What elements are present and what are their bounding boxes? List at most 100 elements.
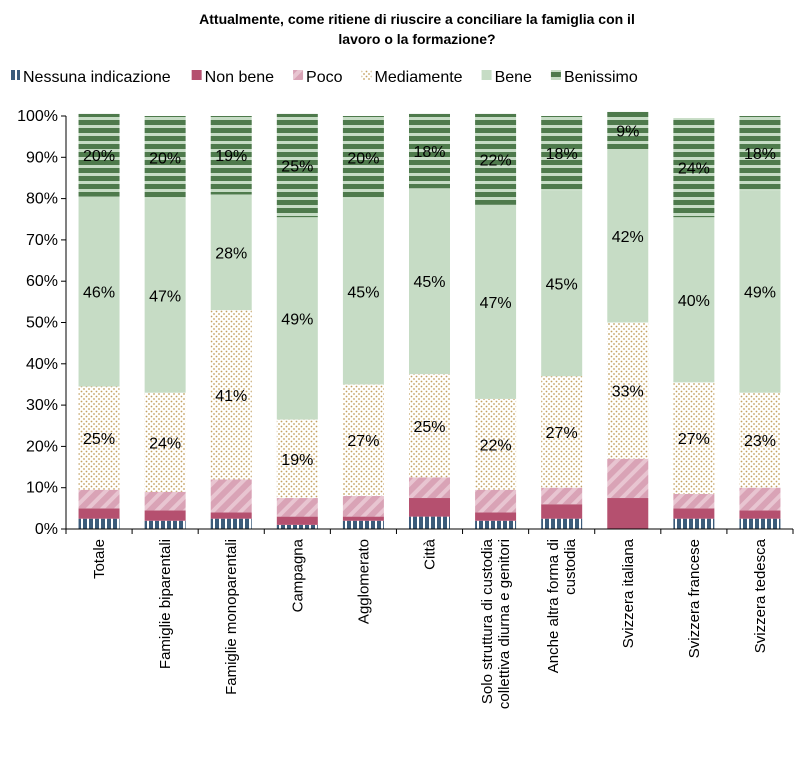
data-label: 27% bbox=[546, 425, 578, 442]
bar-segment bbox=[210, 518, 252, 529]
bar-segment bbox=[276, 498, 318, 517]
bar-segment bbox=[78, 386, 120, 490]
chart-title-line-2: lavoro o la formazione? bbox=[338, 31, 495, 47]
bar-segment bbox=[409, 477, 450, 499]
bar-segment bbox=[739, 190, 781, 393]
data-label: 19% bbox=[281, 452, 313, 469]
bar-segment bbox=[607, 322, 649, 459]
data-label: 47% bbox=[480, 295, 512, 312]
data-label: 19% bbox=[215, 148, 247, 165]
y-tick-label: 30% bbox=[26, 397, 58, 414]
data-label: 24% bbox=[678, 161, 710, 178]
data-label: 18% bbox=[744, 146, 776, 163]
bar-stacks bbox=[78, 111, 781, 529]
legend-swatch bbox=[10, 70, 20, 80]
bar-segment bbox=[144, 392, 186, 492]
bar-segment bbox=[673, 382, 715, 494]
bar-segment bbox=[739, 487, 781, 511]
bar-segment bbox=[541, 504, 583, 519]
bar-segment bbox=[739, 392, 781, 488]
bar-segment bbox=[409, 188, 450, 375]
bar-segment bbox=[276, 217, 318, 420]
bar-segment bbox=[673, 217, 715, 383]
data-label: 24% bbox=[149, 435, 181, 452]
bar-segment bbox=[342, 495, 384, 517]
axes bbox=[65, 116, 794, 534]
chart-title: Attualmente, come ritiene di riuscire a … bbox=[199, 11, 635, 47]
x-category-label: Città bbox=[422, 538, 439, 570]
bar-segment bbox=[409, 516, 450, 529]
x-category-label: Solo struttura di custodiacollettiva diu… bbox=[479, 538, 513, 709]
data-labels: 25% 46% 20% 24% 47% 20% 41% 28% 19% 19% 49% 25% 27% 4… bbox=[83, 123, 776, 468]
category-labels: Totale Famiglie biparentali Famiglie monop… bbox=[91, 538, 769, 709]
x-category-label: Svizzera tedesca bbox=[752, 538, 769, 653]
bar-segment bbox=[276, 516, 318, 525]
bar-segment bbox=[541, 190, 583, 377]
chart-title-line-1: Attualmente, come ritiene di riuscire a … bbox=[199, 11, 635, 27]
data-label: 20% bbox=[149, 150, 181, 167]
data-label: 33% bbox=[612, 384, 644, 401]
legend-label: Non bene bbox=[205, 69, 274, 86]
bar-segment bbox=[475, 520, 517, 529]
y-tick-label: 40% bbox=[26, 356, 58, 373]
bar-segment bbox=[78, 489, 120, 509]
y-tick-label: 80% bbox=[26, 191, 58, 208]
data-label: 20% bbox=[83, 148, 115, 165]
bar-segment bbox=[739, 116, 781, 191]
bar-segment bbox=[342, 384, 384, 496]
data-label: 22% bbox=[480, 437, 512, 454]
bar-segment bbox=[673, 118, 715, 218]
data-label: 27% bbox=[678, 431, 710, 448]
bar-segment bbox=[475, 398, 517, 490]
bar-segment bbox=[673, 518, 715, 529]
bar-segment bbox=[144, 116, 186, 199]
bar-segment bbox=[541, 116, 583, 191]
y-tick-label: 0% bbox=[35, 521, 58, 538]
bar-segment bbox=[342, 198, 384, 385]
bar-segment bbox=[409, 498, 450, 517]
data-label: 20% bbox=[347, 150, 379, 167]
legend-label: Benissimo bbox=[564, 69, 638, 86]
data-label: 27% bbox=[347, 433, 379, 450]
legend-swatch bbox=[550, 70, 561, 80]
bar-segment bbox=[673, 508, 715, 519]
data-label: 47% bbox=[149, 289, 181, 306]
bar-segment bbox=[409, 374, 450, 478]
legend: Nessuna indicazione Non bene Poco Mediament… bbox=[10, 69, 638, 86]
data-label: 41% bbox=[215, 388, 247, 405]
x-category-label: Anche altra forma dicustodia bbox=[545, 538, 579, 673]
legend-swatch bbox=[191, 70, 202, 80]
x-category-label: Agglomerato bbox=[355, 539, 372, 624]
bar-segment bbox=[475, 512, 517, 521]
y-tick-label: 100% bbox=[17, 108, 58, 125]
bar-segment bbox=[210, 116, 252, 195]
data-label: 9% bbox=[616, 123, 639, 140]
data-label: 18% bbox=[413, 144, 445, 161]
bar-segment bbox=[475, 113, 517, 205]
data-label: 18% bbox=[546, 146, 578, 163]
y-tick-label: 20% bbox=[26, 438, 58, 455]
bar-segment bbox=[475, 489, 517, 513]
x-category-label: Campagna bbox=[289, 538, 306, 612]
bar-segment bbox=[541, 376, 583, 488]
bar-segment bbox=[210, 310, 252, 480]
data-label: 22% bbox=[480, 152, 512, 169]
bar-segment bbox=[144, 510, 186, 521]
data-label: 45% bbox=[546, 276, 578, 293]
legend-swatch bbox=[481, 70, 492, 80]
data-label: 25% bbox=[83, 431, 115, 448]
data-label: 46% bbox=[83, 285, 115, 302]
legend-label: Poco bbox=[306, 69, 343, 86]
bar-segment bbox=[607, 498, 649, 529]
data-label: 49% bbox=[281, 311, 313, 328]
legend-label: Mediamente bbox=[375, 69, 463, 86]
bar-segment bbox=[144, 491, 186, 511]
y-tick-label: 90% bbox=[26, 149, 58, 166]
legend-swatch bbox=[293, 70, 304, 80]
bar-segment bbox=[78, 508, 120, 519]
bar-segment bbox=[342, 520, 384, 529]
bar-segment bbox=[78, 113, 120, 197]
y-tick-label: 50% bbox=[26, 315, 58, 332]
y-axis-ticks: 0% 10% 20% 30% 40% 50% 60% 70% 80% 90% 100% bbox=[17, 108, 66, 538]
